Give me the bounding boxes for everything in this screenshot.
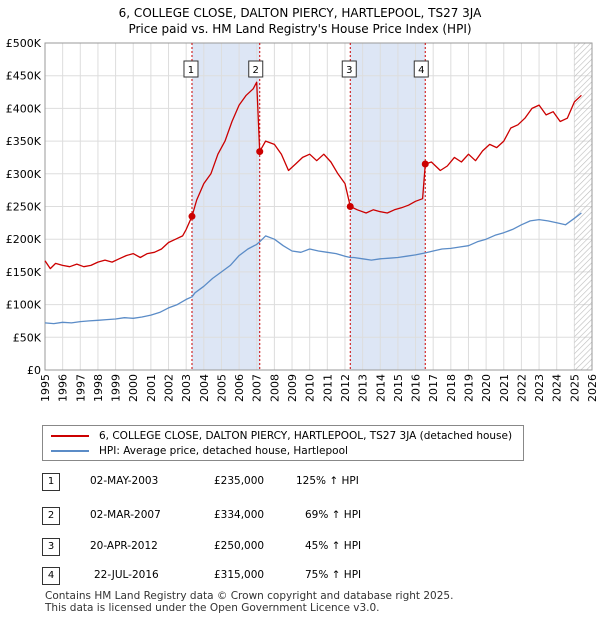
x-tick-label: 1996: [57, 374, 70, 402]
sale-point: [256, 148, 264, 156]
x-tick-label: 2007: [251, 374, 264, 402]
x-tick-label: 2000: [127, 374, 140, 402]
x-tick-label: 1998: [92, 374, 105, 402]
transaction-date: 20-APR-2012: [90, 540, 158, 552]
x-tick-label: 2018: [445, 374, 458, 402]
y-tick-label: £500K: [6, 37, 42, 50]
legend-swatch-property: [51, 435, 89, 437]
legend-item-property: 6, COLLEGE CLOSE, DALTON PIERCY, HARTLEP…: [51, 430, 512, 442]
y-tick-label: £250K: [6, 201, 42, 214]
transaction-price: £250,000: [214, 540, 265, 552]
chart-legend: 6, COLLEGE CLOSE, DALTON PIERCY, HARTLEP…: [42, 425, 524, 461]
y-tick-label: £150K: [6, 266, 42, 279]
x-tick-label: 2024: [551, 374, 564, 402]
transaction-date: 02-MAY-2003: [90, 475, 159, 487]
transaction-number: 2: [42, 507, 60, 525]
x-tick-label: 2010: [304, 374, 317, 402]
y-tick-label: £450K: [6, 70, 42, 83]
transaction-number: 1: [42, 473, 60, 491]
x-tick-label: 2009: [286, 374, 299, 402]
sale-label-text: 1: [188, 65, 194, 76]
sale-label-box: [341, 60, 357, 78]
future-hatch-area: [574, 43, 592, 370]
sale-label-text: 2: [253, 65, 259, 76]
legend-label-property: 6, COLLEGE CLOSE, DALTON PIERCY, HARTLEP…: [99, 430, 513, 442]
sale-label-box: [183, 60, 199, 78]
price-chart: 1 2 3 4 £0 £50K £100K £150K £200K £250K £300K £350K…: [6, 37, 599, 402]
x-tick-label: 2012: [339, 374, 352, 402]
y-tick-label: £50K: [13, 331, 42, 344]
transaction-hpi-change: 45% ↑ HPI: [305, 540, 362, 552]
sale-label-box: [413, 60, 429, 78]
footer-copyright: Contains HM Land Registry data © Crown c…: [45, 590, 454, 602]
y-tick-label: £200K: [6, 233, 42, 246]
x-tick-label: 2004: [198, 374, 211, 402]
x-tick-label: 1995: [39, 374, 52, 402]
x-tick-label: 2021: [498, 374, 511, 402]
transaction-number: 4: [42, 567, 60, 585]
x-tick-label: 2005: [215, 374, 228, 402]
x-tick-label: 2016: [410, 374, 423, 402]
footer-licence: This data is licensed under the Open Gov…: [45, 602, 380, 614]
x-tick-label: 2008: [268, 374, 281, 402]
y-tick-label: £0: [27, 364, 41, 377]
x-tick-label: 1999: [110, 374, 123, 402]
y-tick-label: £300K: [6, 168, 42, 181]
x-tick-label: 2025: [568, 374, 581, 402]
x-tick-label: 2006: [233, 374, 246, 402]
y-tick-label: £100K: [6, 299, 42, 312]
x-tick-label: 2023: [533, 374, 546, 402]
chart-title-address: 6, COLLEGE CLOSE, DALTON PIERCY, HARTLEP…: [118, 6, 482, 20]
x-tick-label: 2019: [462, 374, 475, 402]
x-tick-label: 2001: [145, 374, 158, 402]
legend-swatch-hpi: [51, 450, 89, 452]
plot-frame: [44, 42, 593, 371]
transaction-hpi-change: 125% ↑ HPI: [296, 475, 359, 487]
legend-label-hpi: HPI: Average price, detached house, Hart…: [99, 445, 348, 457]
sale-label-box: [248, 60, 264, 78]
transaction-date: 02-MAR-2007: [90, 509, 161, 521]
sale-point: [346, 203, 354, 210]
sale-label-text: 4: [418, 65, 424, 76]
y-tick-label: £350K: [6, 135, 42, 148]
sale-point: [188, 212, 196, 220]
y-tick-label: £400K: [6, 102, 42, 115]
transaction-price: £315,000: [214, 569, 265, 581]
transaction-price: £334,000: [214, 509, 265, 521]
sale-label-text: 3: [346, 65, 352, 76]
x-tick-label: 2002: [163, 374, 176, 402]
x-tick-label: 2026: [586, 374, 599, 402]
transaction-hpi-change: 75% ↑ HPI: [305, 569, 362, 581]
transaction-price: £235,000: [214, 475, 265, 487]
x-tick-label: 2003: [180, 374, 193, 402]
x-tick-label: 2022: [515, 374, 528, 402]
x-tick-label: 2014: [374, 374, 387, 402]
hpi-line: [44, 212, 582, 325]
chart-title-subtitle: Price paid vs. HM Land Registry's House …: [128, 22, 472, 36]
x-tick-label: 1997: [74, 374, 87, 402]
legend-item-hpi: HPI: Average price, detached house, Hart…: [51, 445, 348, 457]
x-tick-label: 2020: [480, 374, 493, 402]
x-tick-label: 2011: [321, 374, 334, 402]
transaction-date: 22-JUL-2016: [94, 569, 159, 581]
property-price-line: [44, 81, 582, 270]
sale-point: [421, 160, 429, 168]
x-tick-label: 2017: [427, 374, 440, 402]
x-tick-label: 2013: [357, 374, 370, 402]
x-tick-label: 2015: [392, 374, 405, 402]
transaction-number: 3: [42, 538, 60, 556]
transaction-hpi-change: 69% ↑ HPI: [305, 509, 362, 521]
